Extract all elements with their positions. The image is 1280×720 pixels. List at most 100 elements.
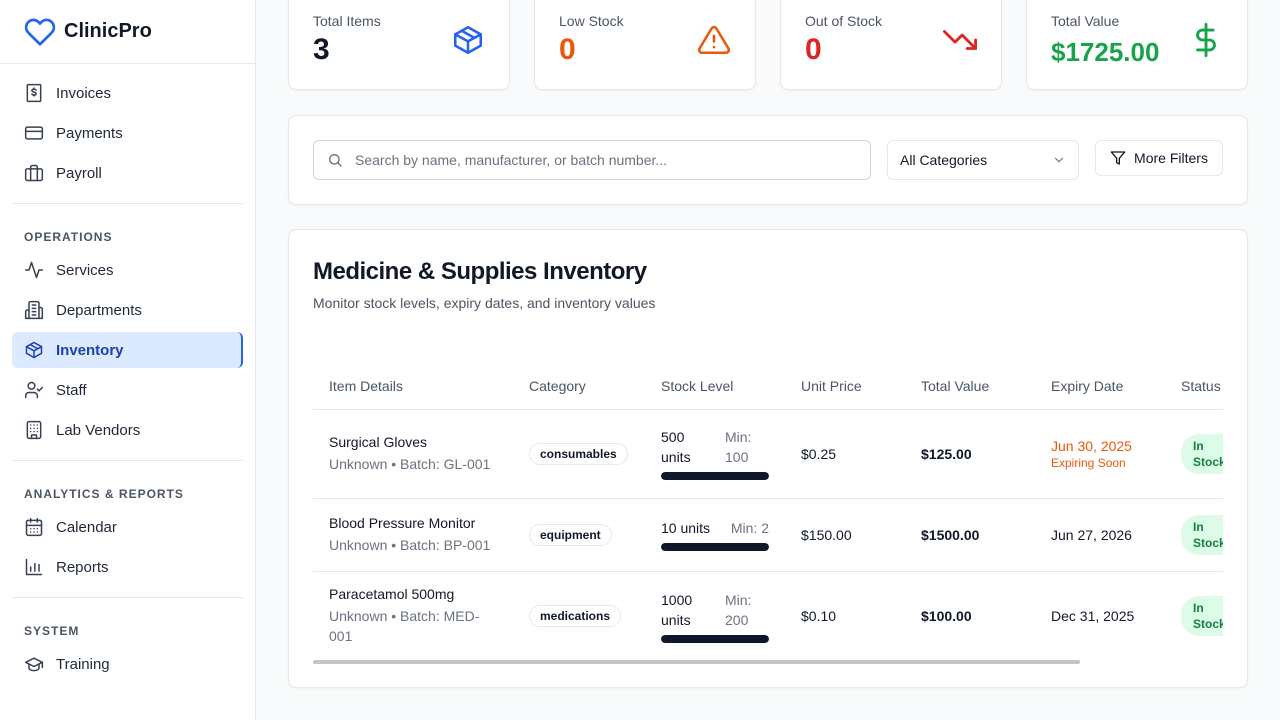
more-filters-label: More Filters <box>1134 150 1208 166</box>
column-header[interactable]: Total Value <box>905 364 1035 410</box>
sidebar-item-payments[interactable]: Payments <box>12 115 243 151</box>
table-row[interactable]: Surgical Gloves Unknown • Batch: GL-001 … <box>313 409 1223 499</box>
briefcase-icon <box>24 164 44 182</box>
filters-panel: All Categories More Filters <box>288 115 1248 205</box>
search-input[interactable] <box>355 152 855 168</box>
unit-price-cell: $0.10 <box>801 608 837 625</box>
expiry-cell: Dec 31, 2025 <box>1035 571 1165 661</box>
expiry-cell: Jun 30, 2025 Expiring Soon <box>1035 409 1165 499</box>
status-cell: In Stock <box>1165 498 1223 572</box>
category-cell: equipment <box>513 498 645 572</box>
stock-level-bar <box>661 634 769 643</box>
sidebar-item-label: Invoices <box>56 84 112 102</box>
sidebar-item-label: Training <box>56 655 110 673</box>
stat-label: Total Items <box>313 13 381 29</box>
status-badge: In Stock <box>1181 596 1223 637</box>
building-icon <box>24 300 44 320</box>
column-header[interactable]: Status <box>1165 364 1223 410</box>
expiry-date: Jun 30, 2025 <box>1051 437 1132 454</box>
stat-label: Out of Stock <box>805 13 883 29</box>
item-name: Blood Pressure Monitor <box>329 514 476 531</box>
page-subtitle: Monitor stock levels, expiry dates, and … <box>313 295 656 311</box>
sidebar-item-reports[interactable]: Reports <box>12 549 243 585</box>
bar-chart-icon <box>25 558 43 576</box>
user-check-icon <box>24 381 44 399</box>
invoice-icon <box>26 83 42 103</box>
column-header[interactable]: Stock Level <box>645 364 785 410</box>
sidebar-item-lab-vendors[interactable]: Lab Vendors <box>12 412 243 448</box>
table-row[interactable]: Paracetamol 500mg Unknown • Batch: MED-0… <box>313 571 1223 661</box>
credit-card-icon <box>24 126 44 140</box>
sidebar-item-services[interactable]: Services <box>12 252 243 288</box>
inventory-table: Item Details Category Stock Level Unit P… <box>313 364 1223 661</box>
filter-icon <box>1110 151 1126 165</box>
item-details-cell: Surgical Gloves Unknown • Batch: GL-001 <box>313 409 513 499</box>
more-filters-button[interactable]: More Filters <box>1095 140 1223 176</box>
stat-card-total-value: Total Value $1725.00 <box>1026 0 1248 90</box>
stock-minimum: Min: 2 <box>730 520 769 536</box>
heart-logo-icon <box>24 18 56 46</box>
stock-level-fill <box>661 543 769 551</box>
calendar-icon <box>25 517 43 537</box>
column-header[interactable]: Category <box>513 364 645 410</box>
category-badge: consumables <box>529 442 628 465</box>
sidebar-item-calendar[interactable]: Calendar <box>12 509 243 545</box>
inventory-table-container[interactable]: Item Details Category Stock Level Unit P… <box>313 364 1223 664</box>
horizontal-scrollbar[interactable] <box>313 660 1080 664</box>
inventory-panel: Medicine & Supplies Inventory Monitor st… <box>288 229 1248 688</box>
expiry-cell: Jun 27, 2026 <box>1035 498 1165 572</box>
search-box[interactable] <box>313 140 871 180</box>
search-icon <box>329 154 342 167</box>
stock-cell: 500 units Min: 100 <box>645 409 785 499</box>
stat-value: 0 <box>805 33 822 66</box>
sidebar-item-label: Payments <box>56 124 123 142</box>
section-title-operations: OPERATIONS <box>24 230 113 244</box>
sidebar-item-label: Reports <box>56 558 109 576</box>
stock-minimum: Min: 100 <box>725 429 752 465</box>
sidebar-item-departments[interactable]: Departments <box>12 292 243 328</box>
category-cell: medications <box>513 571 645 661</box>
sidebar-divider <box>12 597 243 598</box>
status-badge: In Stock <box>1181 433 1223 474</box>
category-select[interactable]: All Categories <box>887 140 1079 180</box>
column-header[interactable]: Expiry Date <box>1035 364 1165 410</box>
stat-value: 3 <box>313 33 330 66</box>
stat-label: Total Value <box>1051 13 1120 29</box>
sidebar-item-inventory[interactable]: Inventory <box>12 332 243 368</box>
status-badge: In Stock <box>1181 514 1223 555</box>
sidebar-item-label: Inventory <box>56 341 124 359</box>
column-header[interactable]: Item Details <box>313 364 513 410</box>
stock-level-bar <box>661 543 769 551</box>
sidebar-item-label: Staff <box>56 381 87 399</box>
sidebar-item-payroll[interactable]: Payroll <box>12 155 243 191</box>
brand[interactable]: ClinicPro <box>0 0 255 64</box>
category-badge: equipment <box>529 523 612 546</box>
package-icon <box>25 341 43 359</box>
unit-price-cell: $0.25 <box>785 409 905 499</box>
item-name: Paracetamol 500mg <box>329 586 455 603</box>
total-value-cell: $1500.00 <box>905 498 1035 572</box>
sidebar-item-training[interactable]: Training <box>12 646 243 682</box>
sidebar: ClinicPro Invoices Payments Payroll OPER… <box>0 0 256 720</box>
trending-down-icon <box>943 30 977 50</box>
unit-price-cell: $150.00 <box>785 498 905 572</box>
table-row[interactable]: Blood Pressure Monitor Unknown • Batch: … <box>313 498 1223 572</box>
total-value-cell: $100.00 <box>921 608 972 625</box>
stat-card-total-items: Total Items 3 <box>288 0 510 90</box>
office-building-icon <box>26 420 42 440</box>
sidebar-item-staff[interactable]: Staff <box>12 372 243 408</box>
sidebar-item-invoices[interactable]: Invoices <box>12 75 243 111</box>
stock-quantity: 10 units <box>661 520 711 536</box>
stock-quantity: 1000 units <box>661 591 693 628</box>
expiry-warning: Expiring Soon <box>1051 455 1126 470</box>
stock-minimum: Min: 200 <box>725 591 752 628</box>
stock-cell: 1000 units Min: 200 <box>645 571 785 661</box>
sidebar-item-label: Departments <box>56 301 142 319</box>
section-title-analytics: ANALYTICS & REPORTS <box>24 487 184 501</box>
table-header-row: Item Details Category Stock Level Unit P… <box>313 364 1223 410</box>
column-header[interactable]: Unit Price <box>785 364 905 410</box>
expiry-date: Jun 27, 2026 <box>1051 526 1132 543</box>
sidebar-item-label: Payroll <box>56 164 102 182</box>
item-meta: Unknown • Batch: BP-001 <box>329 536 491 553</box>
item-meta: Unknown • Batch: GL-001 <box>329 455 491 472</box>
